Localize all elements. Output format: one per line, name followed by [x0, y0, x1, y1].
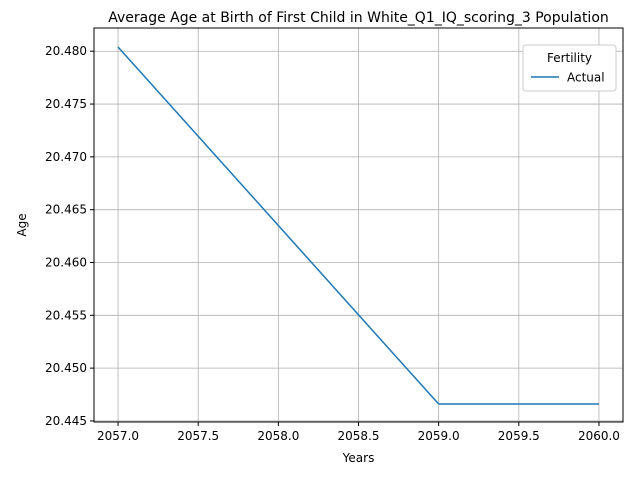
y-tick-label: 20.445 — [45, 414, 87, 428]
x-tick-label: 2057.5 — [177, 429, 219, 443]
chart-title: Average Age at Birth of First Child in W… — [108, 10, 609, 26]
y-tick-label: 20.470 — [45, 150, 87, 164]
series-layer — [117, 46, 599, 405]
y-axis-label: Age — [15, 213, 29, 236]
x-axis: 2057.0 2057.5 2058.0 2058.5 2059.0 2059.5 2060… — [97, 422, 620, 443]
y-tick-label: 20.460 — [45, 255, 87, 269]
x-tick-label: 2059.0 — [418, 429, 460, 443]
x-axis-label: Years — [342, 451, 375, 465]
x-tick-label: 2058.0 — [257, 429, 299, 443]
x-tick-label: 2060.0 — [578, 429, 620, 443]
legend: Fertility Actual — [522, 44, 617, 92]
y-axis: 20.445 20.450 20.455 20.460 20.465 20.470 20.4… — [45, 44, 94, 428]
y-tick-label: 20.450 — [45, 361, 87, 375]
x-tick-label: 2058.5 — [338, 429, 380, 443]
x-tick-label: 2059.5 — [498, 429, 540, 443]
legend-entry-actual: Actual — [567, 71, 605, 85]
x-tick-label: 2057.0 — [97, 429, 139, 443]
series-line-actual — [117, 46, 599, 405]
y-tick-label: 20.465 — [45, 203, 87, 217]
y-tick-label: 20.475 — [45, 97, 87, 111]
legend-box — [522, 44, 617, 92]
y-tick-label: 20.455 — [45, 308, 87, 322]
legend-title: Fertility — [547, 51, 592, 65]
y-tick-label: 20.480 — [45, 44, 87, 58]
